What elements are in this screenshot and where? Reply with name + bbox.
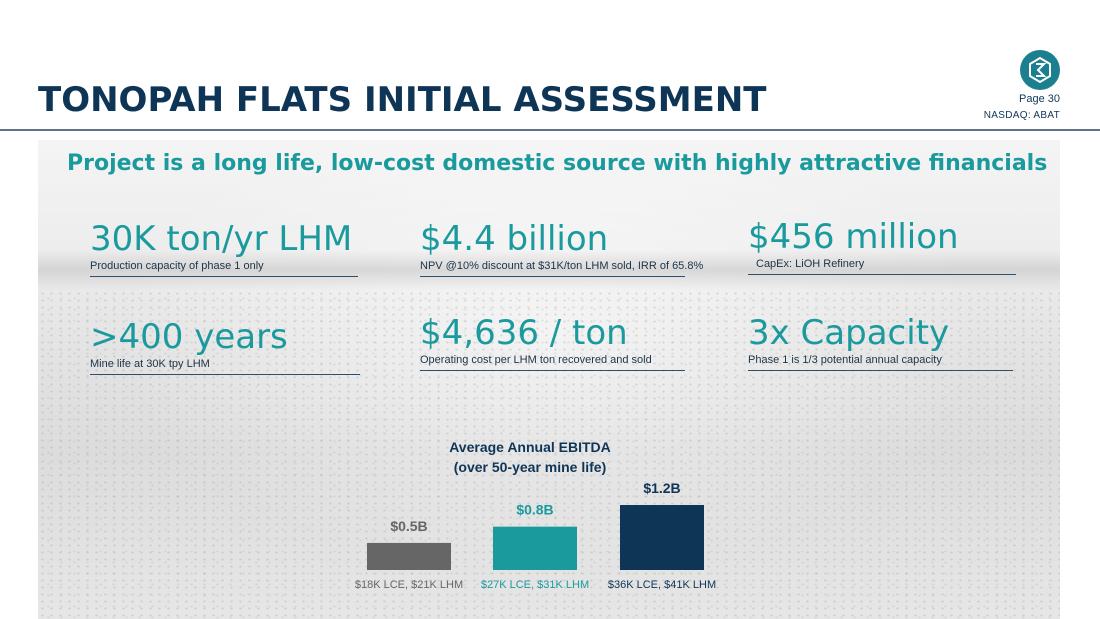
kpi-value: >400 years [90,317,288,357]
kpi-value: $4,636 / ton [420,313,628,353]
background-panel [38,140,1060,619]
kpi-underline [748,274,1016,275]
chart-category-label: $36K LCE, $41K LHM [608,579,716,591]
chart-value-label: $0.5B [390,518,427,534]
chart-bar [620,505,704,570]
chart-category-label: $27K LCE, $31K LHM [481,579,589,591]
kpi-underline [90,374,360,375]
kpi-opex: $4,636 / ton Operating cost per LHM ton … [420,316,685,371]
chart-bar [493,526,577,570]
kpi-description: CapEx: LiOH Refinery [756,258,865,270]
chart-value-label: $1.2B [643,480,680,496]
kpi-value: $456 million [748,217,959,257]
mountain-ridge [38,250,1060,290]
kpi-description: NPV @10% discount at $31K/ton LHM sold, … [420,260,704,272]
chart-title: Average Annual EBITDA [449,439,611,455]
kpi-underline [420,370,685,371]
kpi-underline [420,276,685,277]
page-title: TONOPAH FLATS INITIAL ASSESSMENT [38,80,767,120]
kpi-value: 3x Capacity [748,313,950,353]
kpi-description: Phase 1 is 1/3 potential annual capacity [748,354,942,366]
kpi-description: Production capacity of phase 1 only [90,260,264,272]
kpi-description: Operating cost per LHM ton recovered and… [420,354,652,366]
company-logo-icon [1020,50,1060,90]
kpi-value: 30K ton/yr LHM [90,219,353,259]
kpi-capex: $456 million CapEx: LiOH Refinery [748,220,1016,275]
chart-title-block: Average Annual EBITDA (over 50-year mine… [380,437,680,477]
kpi-mine-life: >400 years Mine life at 30K tpy LHM [90,320,360,375]
chart-category-label: $18K LCE, $21K LHM [355,579,463,591]
kpi-underline [748,370,1013,371]
kpi-npv: $4.4 billion NPV @10% discount at $31K/t… [420,219,704,277]
kpi-value: $4.4 billion [420,219,609,259]
kpi-production: 30K ton/yr LHM Production capacity of ph… [90,222,358,277]
kpi-capacity: 3x Capacity Phase 1 is 1/3 potential ann… [748,316,1013,371]
slide-subtitle: Project is a long life, low-cost domesti… [67,151,1048,176]
chart-value-label: $0.8B [516,502,553,518]
chart-bar [367,542,451,570]
ticker-symbol: NASDAQ: ABAT [983,110,1060,121]
chart-subtitle: (over 50-year mine life) [453,459,607,475]
kpi-description: Mine life at 30K tpy LHM [90,358,210,370]
kpi-underline [90,276,358,277]
page-number: Page 30 [1019,93,1060,105]
title-divider [0,129,1100,131]
